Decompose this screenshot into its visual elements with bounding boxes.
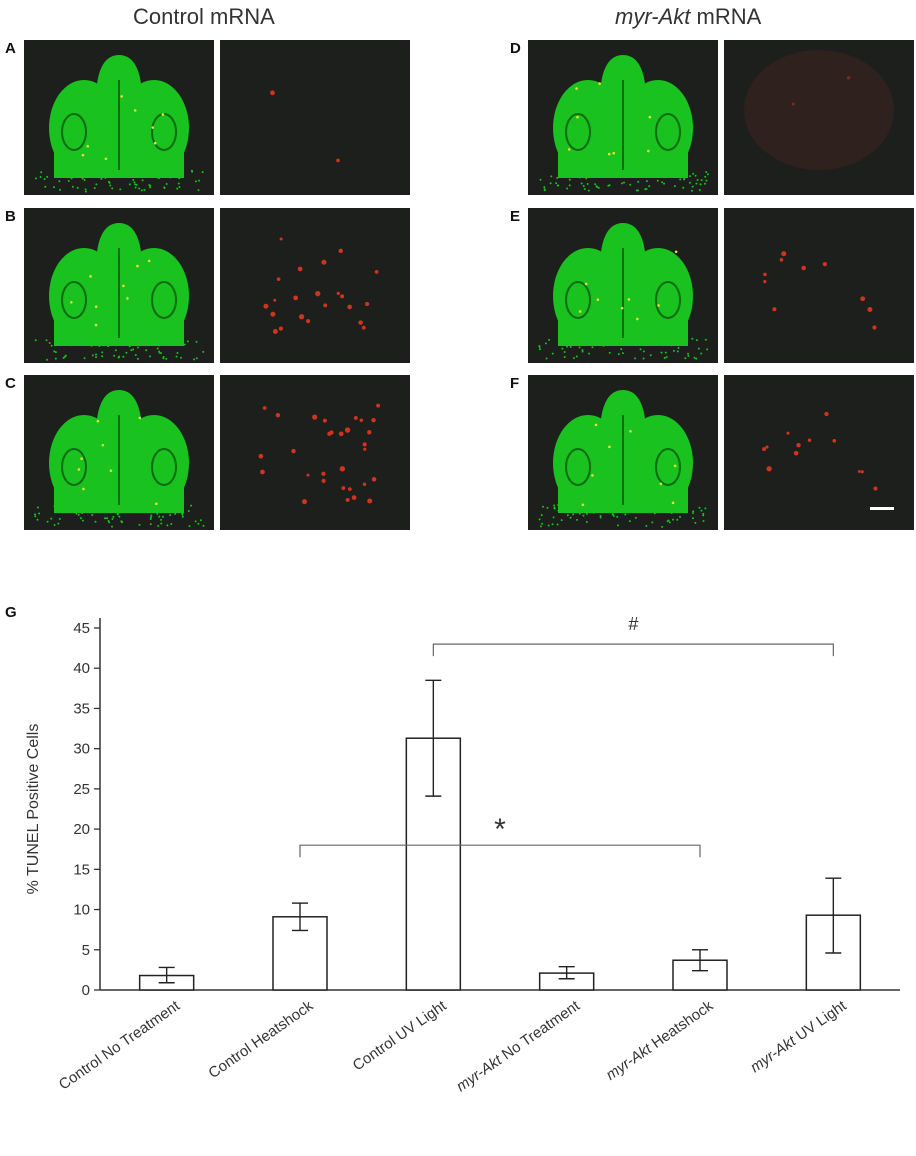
y-tick-label: 20 [73,821,90,838]
x-tick-label: myr-Akt UV Light [747,997,850,1076]
micrograph-a-green [24,40,214,195]
y-tick-label: 5 [82,942,90,959]
y-tick-label: 15 [73,861,90,878]
column-title-myr-akt-suffix: mRNA [690,4,762,29]
panel-letter-b: B [5,208,16,225]
micrograph-d-green [528,40,718,195]
micrograph-b-red [220,208,410,363]
micrograph-b-green [24,208,214,363]
x-tick-label: Control No Treatment [56,997,184,1094]
x-tick-label-plain: Control Heatshock [205,997,316,1082]
significance-symbol: # [628,614,638,634]
significance-bracket [432,643,834,657]
micrograph-f-red [724,375,914,530]
significance-symbol: * [494,813,506,846]
y-tick-label: 45 [73,620,90,637]
panel-letter-g: G [5,604,17,621]
micrograph-f-green [528,375,718,530]
x-tick-label-italic: myr-Akt [453,1051,506,1095]
micrograph-d-red [724,40,914,195]
panel-letter-c: C [5,375,16,392]
micrograph-a-red [220,40,410,195]
micrograph-e-green [528,208,718,363]
y-axis-label: % TUNEL Positive Cells [25,724,42,895]
y-tick-label: 25 [73,781,90,798]
tunel-bar-chart: 0 5 10 15 20 25 30 35 40 45 % TUNEL Positive Cells… [25,614,900,1095]
x-tick-label: Control UV Light [350,997,451,1075]
y-tick-label: 0 [82,982,90,999]
y-tick-label: 40 [73,660,90,677]
y-tick-label: 30 [73,741,90,758]
x-tick-label: Control Heatshock [205,997,316,1082]
x-tick-label-italic: myr-Akt [747,1032,800,1076]
x-tick-label: myr-Akt No Treatment [453,997,583,1095]
column-title-myr-akt-text: myr-Akt [615,4,691,29]
x-tick-label-plain: Heatshock [645,997,717,1054]
x-tick-label-plain: Control No Treatment [56,997,184,1094]
chart-layer: 0 5 10 15 20 25 30 35 40 45 % TUNEL Positive Cells… [25,614,900,1095]
micrograph-e-red [724,208,914,363]
y-tick-label: 35 [73,700,90,717]
x-tick-label-plain: Control UV Light [350,997,451,1075]
micrograph-c-red [220,375,410,530]
column-title-myr-akt: myr-Akt mRNA [615,4,761,30]
column-title-control-suffix: mRNA [203,4,275,29]
y-tick-label: 10 [73,902,90,919]
x-tick-label-plain: No Treatment [495,997,583,1066]
panel-letter-d: D [510,40,521,57]
x-tick-label-italic: myr-Akt [603,1040,656,1084]
x-tick-label: myr-Akt Heatshock [603,997,717,1084]
column-title-control-text: Control [133,4,204,29]
micrograph-c-green [24,375,214,530]
column-title-control: Control mRNA [133,4,275,30]
significance-bracket [299,844,701,858]
panel-letter-e: E [510,208,521,225]
panel-letter-f: F [510,375,520,392]
x-tick-label-plain: UV Light [789,997,850,1047]
panel-letter-a: A [5,40,16,57]
